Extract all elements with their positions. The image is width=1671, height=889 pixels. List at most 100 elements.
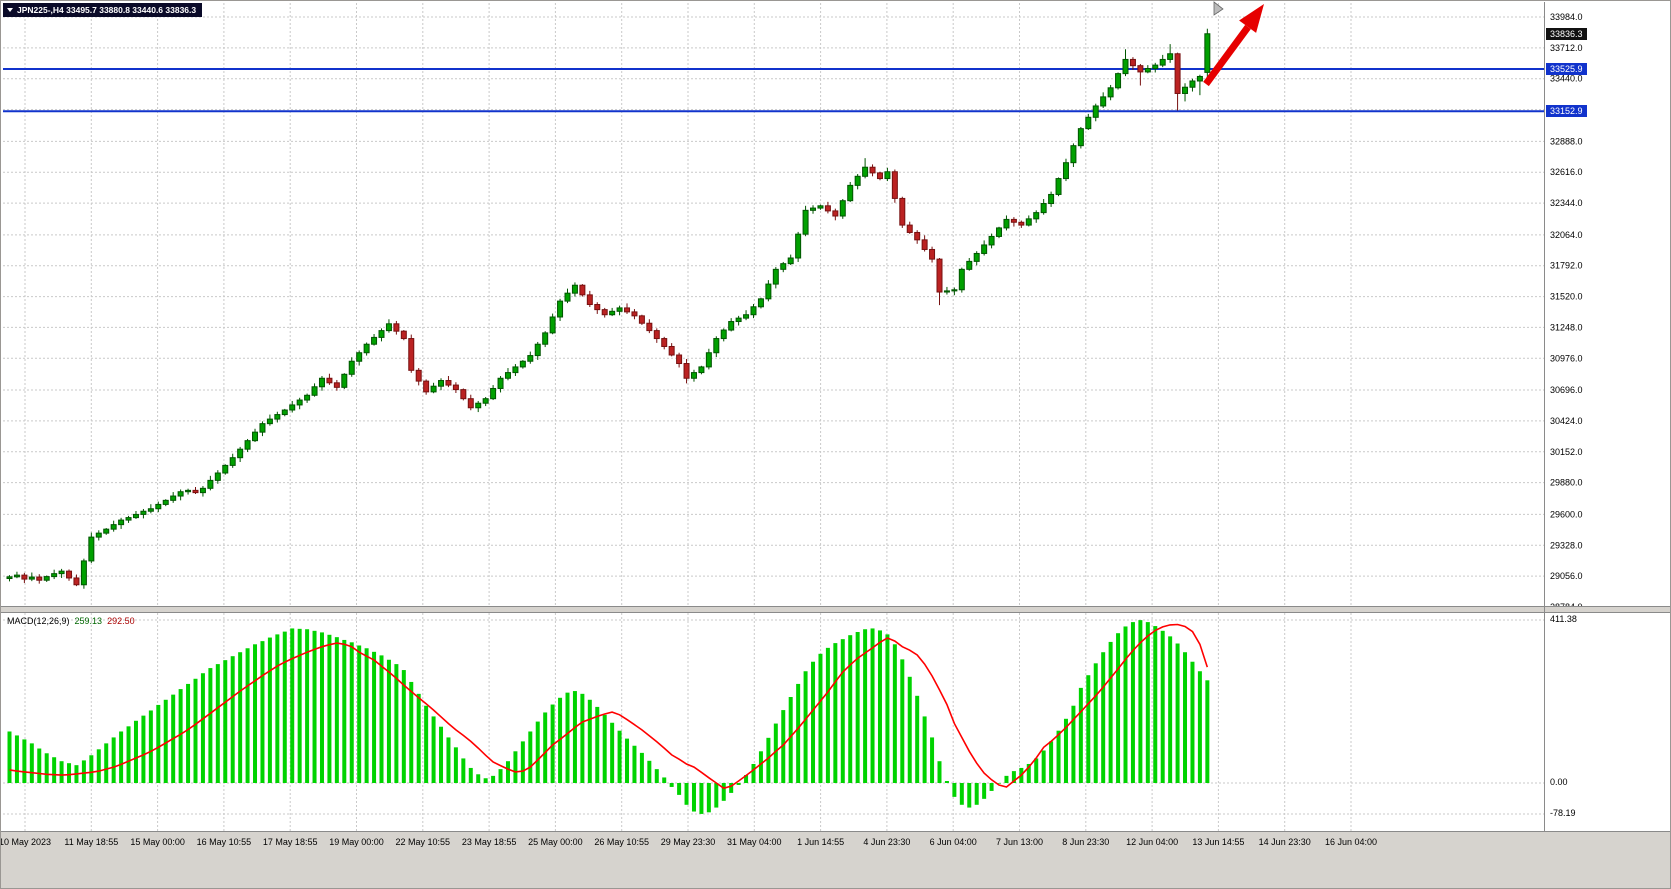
macd-histogram-bar — [59, 761, 64, 783]
candle — [363, 342, 370, 356]
macd-histogram-bar — [647, 760, 652, 783]
candle — [557, 298, 564, 321]
macd-histogram-bar — [96, 749, 101, 783]
candle — [66, 569, 73, 581]
time-axis-label: 16 Jun 04:00 — [1325, 837, 1377, 847]
candle — [750, 303, 757, 319]
candle-body — [534, 343, 541, 357]
candle — [371, 334, 378, 346]
candle-body — [58, 570, 65, 575]
candle-body — [170, 495, 177, 501]
candle-body — [601, 309, 608, 316]
price-axis-label: 30976.0 — [1550, 353, 1583, 363]
candle-body — [155, 503, 162, 510]
candle — [571, 282, 578, 297]
candle — [765, 280, 772, 302]
macd-histogram-bar — [133, 720, 138, 783]
macd-histogram-bar — [1049, 741, 1054, 783]
candle-body — [490, 387, 497, 400]
macd-histogram-bar — [260, 641, 265, 783]
candle-body — [609, 310, 616, 316]
macd-histogram-bar — [989, 783, 994, 791]
macd-histogram-bar — [863, 629, 868, 783]
arrow-shaft — [1203, 24, 1251, 87]
candle — [13, 571, 20, 579]
candle-body — [705, 352, 712, 368]
macd-histogram-bar — [617, 730, 622, 783]
macd-histogram-bar — [885, 634, 890, 783]
candle-body — [36, 576, 43, 581]
candle-body — [1152, 64, 1159, 70]
candle — [951, 287, 958, 296]
price-axis-label: 30696.0 — [1550, 385, 1583, 395]
candle-body — [252, 431, 259, 442]
macd-histogram-bar — [535, 721, 540, 783]
candle — [497, 375, 504, 393]
candle — [1144, 65, 1151, 74]
macd-histogram-bar — [1093, 663, 1098, 783]
candle — [445, 375, 452, 388]
macd-histogram-bar — [520, 741, 525, 783]
candle — [884, 167, 891, 182]
candle — [519, 360, 526, 369]
macd-histogram-bar — [974, 783, 979, 805]
candle-body — [616, 307, 623, 312]
candle-body — [504, 372, 511, 379]
candle-body — [1010, 218, 1017, 223]
candle — [88, 532, 95, 563]
candle-body — [698, 366, 705, 374]
candle-body — [780, 263, 787, 270]
macd-histogram-bar — [550, 704, 555, 783]
trend-arrow-object[interactable] — [1203, 4, 1264, 87]
macd-histogram-bar — [587, 699, 592, 783]
macd-histogram-bar — [409, 681, 414, 783]
candle — [601, 307, 608, 318]
candle-body — [891, 171, 898, 199]
macd-histogram-bar — [677, 783, 682, 795]
macd-histogram-bar — [580, 693, 585, 783]
candle-body — [921, 239, 928, 250]
candle-body — [676, 354, 683, 365]
candle-body — [1189, 80, 1196, 88]
candle-body — [318, 377, 325, 388]
candle — [400, 330, 407, 341]
panel-splitter[interactable] — [0, 606, 1671, 613]
candle — [1018, 220, 1025, 228]
candle-body — [683, 363, 690, 379]
price-axis-label: 33984.0 — [1550, 12, 1583, 22]
macd-histogram-bar — [625, 738, 630, 783]
symbol-info-badge[interactable]: JPN225-,H4 33495.7 33880.8 33440.6 33836… — [3, 3, 203, 17]
macd-histogram-bar — [1041, 750, 1046, 783]
macd-histogram-bar — [89, 755, 94, 783]
candle — [252, 428, 259, 443]
candle-body — [363, 343, 370, 354]
candle — [512, 364, 519, 376]
candle-body — [795, 233, 802, 259]
macd-histogram-bar — [14, 735, 19, 783]
macd-histogram-bar — [751, 763, 756, 783]
candle-body — [400, 330, 407, 340]
macd-histogram-bar — [491, 775, 496, 783]
candle — [170, 492, 177, 503]
candle — [981, 240, 988, 256]
candle-body — [385, 323, 392, 332]
candle-body — [519, 360, 526, 368]
candle — [333, 379, 340, 391]
candle-body — [549, 316, 556, 334]
candle-body — [661, 338, 668, 347]
time-axis-strip[interactable] — [0, 831, 1671, 889]
candle-body — [43, 576, 50, 581]
macd-histogram-bar — [148, 710, 153, 783]
macd-histogram-bar — [811, 661, 816, 783]
candle-body — [1159, 58, 1166, 66]
candle-body — [1174, 53, 1181, 94]
macd-histogram-bar — [1160, 630, 1165, 783]
macd-histogram-bar — [1130, 622, 1135, 783]
candle-body — [207, 479, 214, 489]
candle-body — [66, 570, 73, 579]
candle-body — [356, 352, 363, 362]
candle-body — [1033, 212, 1040, 220]
price-axis-label: 29600.0 — [1550, 509, 1583, 519]
macd-main-value: 259.13 — [74, 616, 103, 626]
